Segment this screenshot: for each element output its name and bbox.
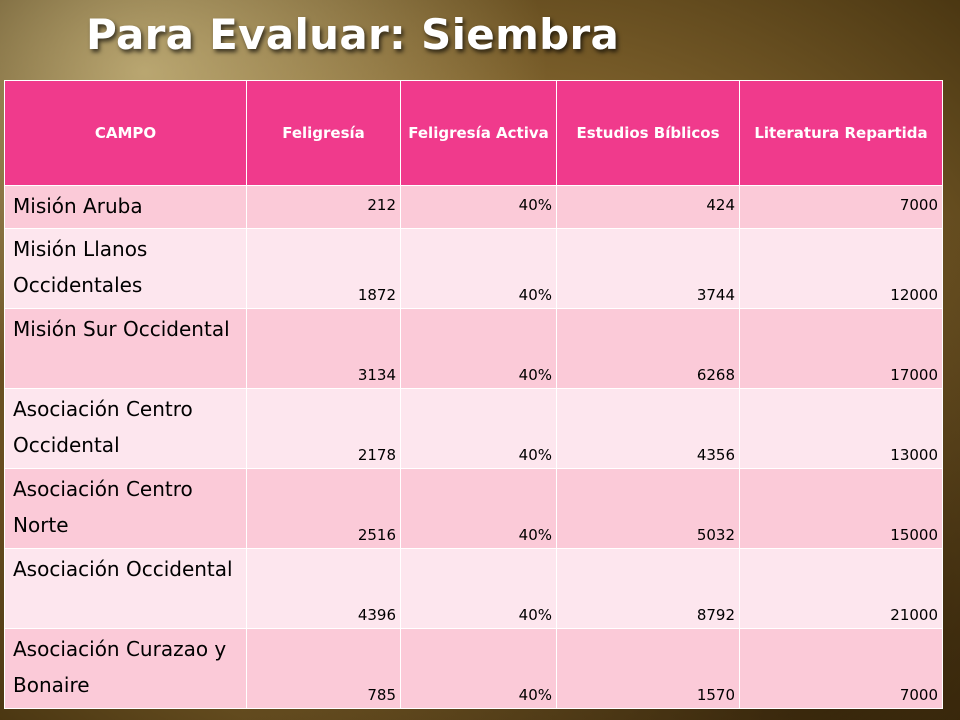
cell-feligresia: 212 (246, 185, 401, 229)
cell-estudios: 4356 (556, 388, 740, 469)
cell-campo: Asociación Occidental (4, 548, 247, 629)
cell-literatura: 13000 (739, 388, 943, 469)
cell-feligresia-activa: 40% (400, 185, 557, 229)
cell-feligresia: 4396 (246, 548, 401, 629)
cell-estudios: 424 (556, 185, 740, 229)
cell-feligresia-activa: 40% (400, 388, 557, 469)
cell-literatura: 17000 (739, 308, 943, 389)
cell-estudios: 8792 (556, 548, 740, 629)
header-literatura-repartida: Literatura Repartida (739, 80, 943, 186)
cell-feligresia: 2178 (246, 388, 401, 469)
cell-campo: Misión Sur Occidental (4, 308, 247, 389)
table-row: Asociación Occidental 4396 40% 8792 2100… (4, 548, 943, 629)
table-row: Asociación Curazao y Bonaire 785 40% 157… (4, 628, 943, 709)
cell-feligresia-activa: 40% (400, 548, 557, 629)
cell-feligresia: 2516 (246, 468, 401, 549)
table-row: Misión Llanos Occidentales 1872 40% 3744… (4, 228, 943, 309)
header-estudios-biblicos: Estudios Bíblicos (556, 80, 740, 186)
data-table: CAMPO Feligresía Feligresía Activa Estud… (4, 80, 943, 709)
cell-literatura: 21000 (739, 548, 943, 629)
table-row: Asociación Centro Occidental 2178 40% 43… (4, 388, 943, 469)
cell-feligresia-activa: 40% (400, 468, 557, 549)
header-row: CAMPO Feligresía Feligresía Activa Estud… (4, 80, 943, 186)
cell-campo: Asociación Centro Occidental (4, 388, 247, 469)
cell-feligresia: 3134 (246, 308, 401, 389)
header-feligresia: Feligresía (246, 80, 401, 186)
cell-literatura: 7000 (739, 628, 943, 709)
header-feligresia-activa: Feligresía Activa (400, 80, 557, 186)
cell-estudios: 6268 (556, 308, 740, 389)
cell-campo: Misión Aruba (4, 185, 247, 229)
table-row: Asociación Centro Norte 2516 40% 5032 15… (4, 468, 943, 549)
cell-literatura: 7000 (739, 185, 943, 229)
cell-estudios: 1570 (556, 628, 740, 709)
cell-feligresia: 1872 (246, 228, 401, 309)
cell-literatura: 12000 (739, 228, 943, 309)
cell-estudios: 5032 (556, 468, 740, 549)
table-row: Misión Aruba 212 40% 424 7000 (4, 185, 943, 229)
cell-literatura: 15000 (739, 468, 943, 549)
cell-feligresia-activa: 40% (400, 228, 557, 309)
table-row: Misión Sur Occidental 3134 40% 6268 1700… (4, 308, 943, 389)
page-title: Para Evaluar: Siembra (86, 10, 620, 59)
header-campo: CAMPO (4, 80, 247, 186)
cell-campo: Asociación Centro Norte (4, 468, 247, 549)
cell-campo: Misión Llanos Occidentales (4, 228, 247, 309)
cell-estudios: 3744 (556, 228, 740, 309)
cell-feligresia-activa: 40% (400, 308, 557, 389)
cell-feligresia: 785 (246, 628, 401, 709)
cell-feligresia-activa: 40% (400, 628, 557, 709)
cell-campo: Asociación Curazao y Bonaire (4, 628, 247, 709)
